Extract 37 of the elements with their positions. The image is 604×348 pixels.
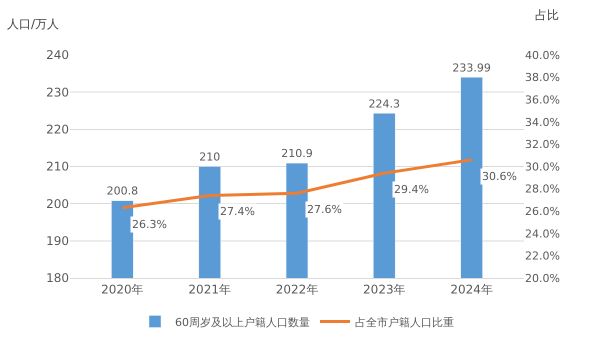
y-tick-label: 240 — [46, 48, 69, 62]
data-label: 224.3 — [368, 97, 400, 110]
x-tick-label: 2021年 — [188, 282, 231, 296]
legend-label: 占全市户籍人口比重 — [355, 316, 454, 329]
data-label: 210.9 — [281, 147, 313, 160]
data-label: 27.6% — [307, 203, 342, 216]
y2-tick-label: 40.0% — [525, 48, 560, 62]
y2-axis-title: 占比 — [535, 8, 559, 22]
data-label: 200.8 — [106, 184, 138, 198]
y-tick-label: 180 — [46, 271, 69, 286]
y-axis-title: 人口/万人 — [7, 17, 60, 31]
data-label: 30.6% — [482, 170, 517, 183]
x-tick-label: 2022年 — [276, 282, 318, 296]
y-tick-label: 190 — [46, 234, 69, 248]
y2-tick-label: 36.0% — [525, 93, 560, 106]
y-tick-label: 220 — [46, 122, 69, 137]
data-label: 210 — [199, 150, 220, 164]
data-label: 26.3% — [132, 218, 167, 231]
data-label: 29.4% — [394, 183, 429, 196]
y2-tick-label: 26.0% — [525, 204, 560, 218]
y-tick-label: 230 — [46, 85, 69, 100]
legend-label: 60周岁及以上户籍人口数量 — [175, 316, 310, 329]
data-label: 27.4% — [220, 205, 255, 218]
y-tick-label: 210 — [46, 160, 69, 174]
y2-tick-label: 34.0% — [525, 116, 560, 129]
y2-tick-label: 32.0% — [525, 138, 560, 152]
y2-tick-label: 30.0% — [525, 160, 560, 174]
x-tick-label: 2023年 — [363, 282, 406, 296]
y2-tick-label: 28.0% — [525, 182, 560, 196]
y2-tick-label: 24.0% — [525, 227, 560, 240]
y2-tick-label: 38.0% — [525, 71, 560, 84]
y-tick-label: 200 — [46, 196, 69, 211]
y2-tick-label: 22.0% — [525, 250, 560, 263]
x-tick-label: 2020年 — [101, 282, 144, 296]
y2-tick-label: 20.0% — [525, 272, 560, 285]
data-label: 233.99 — [452, 61, 491, 74]
x-tick-label: 2024年 — [450, 282, 493, 296]
